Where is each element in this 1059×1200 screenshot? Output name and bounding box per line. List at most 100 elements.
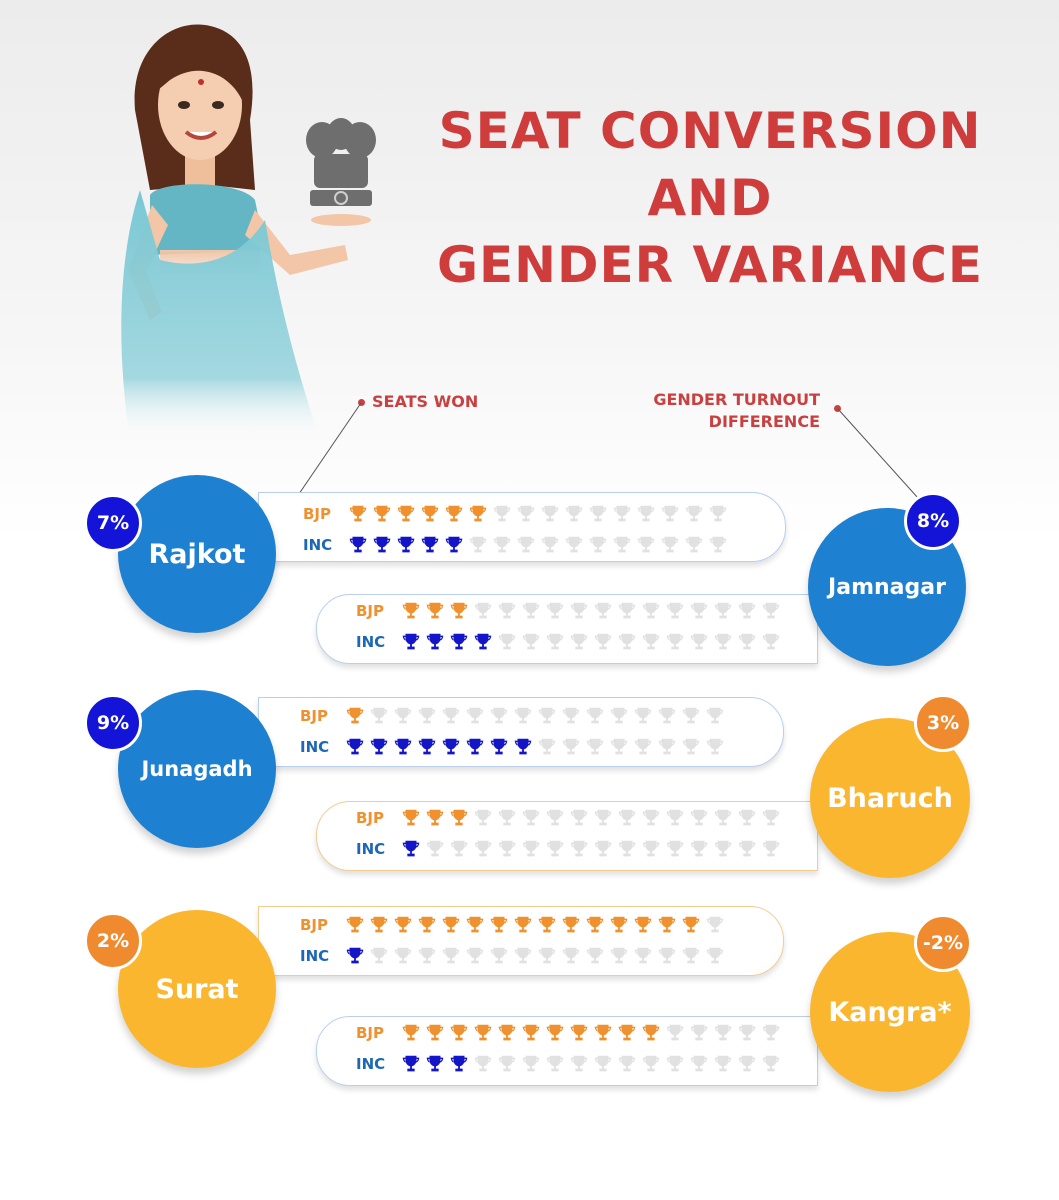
bjp-label: BJP [356,809,385,827]
trophy-empty-icon [682,738,700,755]
trophy-empty-icon [618,1055,636,1072]
trophy-icon [682,916,700,933]
trophy-icon [490,738,508,755]
trophy-empty-icon [738,1055,756,1072]
trophy-empty-icon [541,536,559,553]
trophy-icon [346,916,364,933]
trophy-icon [586,916,604,933]
seat-bar-rajkot [258,492,786,562]
trophy-group [347,534,729,556]
trophy-empty-icon [666,840,684,857]
trophy-empty-icon [610,738,628,755]
gender-diff-badge: 9% [84,694,142,752]
trophy-empty-icon [594,1055,612,1072]
trophy-empty-icon [442,707,460,724]
gender-diff-badge: 8% [904,492,962,550]
trophy-empty-icon [690,602,708,619]
trophy-icon [426,809,444,826]
trophy-icon [402,602,420,619]
trophy-icon [402,809,420,826]
trophy-empty-icon [682,707,700,724]
bjp-label: BJP [300,916,329,934]
trophy-empty-icon [618,633,636,650]
inc-seat-row: INC [303,530,729,560]
trophy-group [400,600,782,622]
bjp-label: BJP [356,1024,385,1042]
trophy-icon [450,1055,468,1072]
seat-bar-jamnagar [316,594,818,664]
trophy-empty-icon [586,947,604,964]
emblem-icon [306,118,376,226]
trophy-empty-icon [546,840,564,857]
trophy-empty-icon [709,505,727,522]
gender-diff-badge: 2% [84,912,142,970]
trophy-empty-icon [517,536,535,553]
trophy-empty-icon [714,1024,732,1041]
trophy-empty-icon [538,707,556,724]
trophy-empty-icon [642,602,660,619]
district-circle: Surat [118,910,276,1068]
trophy-empty-icon [714,809,732,826]
trophy-icon [418,738,436,755]
trophy-empty-icon [762,1055,780,1072]
trophy-empty-icon [666,602,684,619]
trophy-empty-icon [466,947,484,964]
trophy-icon [426,1055,444,1072]
trophy-empty-icon [562,947,580,964]
trophy-empty-icon [498,633,516,650]
inc-label: INC [303,536,333,554]
gender-turnout-dot [834,405,841,412]
trophy-empty-icon [474,602,492,619]
trophy-icon [349,536,367,553]
trophy-icon [546,1024,564,1041]
trophy-empty-icon [522,809,540,826]
trophy-empty-icon [738,633,756,650]
trophy-icon [618,1024,636,1041]
inc-seat-row: INC [356,627,782,657]
trophy-empty-icon [522,633,540,650]
trophy-empty-icon [642,1055,660,1072]
trophy-empty-icon [762,1024,780,1041]
trophy-group [400,1022,782,1044]
trophy-icon [346,707,364,724]
bjp-seat-row: BJP [300,910,726,940]
trophy-empty-icon [442,947,460,964]
trophy-icon [402,840,420,857]
trophy-group [344,945,726,967]
trophy-icon [445,536,463,553]
trophy-empty-icon [613,536,631,553]
trophy-empty-icon [394,707,412,724]
trophy-empty-icon [762,633,780,650]
trophy-empty-icon [474,1055,492,1072]
trophy-empty-icon [474,840,492,857]
trophy-icon [442,738,460,755]
bjp-label: BJP [303,505,332,523]
trophy-empty-icon [642,809,660,826]
trophy-empty-icon [589,536,607,553]
trophy-empty-icon [522,602,540,619]
trophy-empty-icon [570,840,588,857]
trophy-empty-icon [666,1055,684,1072]
trophy-empty-icon [562,738,580,755]
trophy-empty-icon [589,505,607,522]
trophy-empty-icon [661,505,679,522]
trophy-empty-icon [522,840,540,857]
title-line-1: SEAT CONVERSION [438,102,982,160]
trophy-icon [394,916,412,933]
trophy-group [347,503,729,525]
trophy-icon [450,633,468,650]
seats-won-dot [358,399,365,406]
trophy-empty-icon [490,707,508,724]
gender-turnout-line-1: GENDER TURNOUT [653,390,820,409]
trophy-empty-icon [586,707,604,724]
trophy-empty-icon [370,947,388,964]
trophy-empty-icon [714,840,732,857]
trophy-icon [450,602,468,619]
trophy-icon [402,1055,420,1072]
trophy-empty-icon [661,536,679,553]
trophy-empty-icon [586,738,604,755]
trophy-empty-icon [546,602,564,619]
trophy-empty-icon [618,809,636,826]
trophy-icon [397,505,415,522]
trophy-icon [370,738,388,755]
